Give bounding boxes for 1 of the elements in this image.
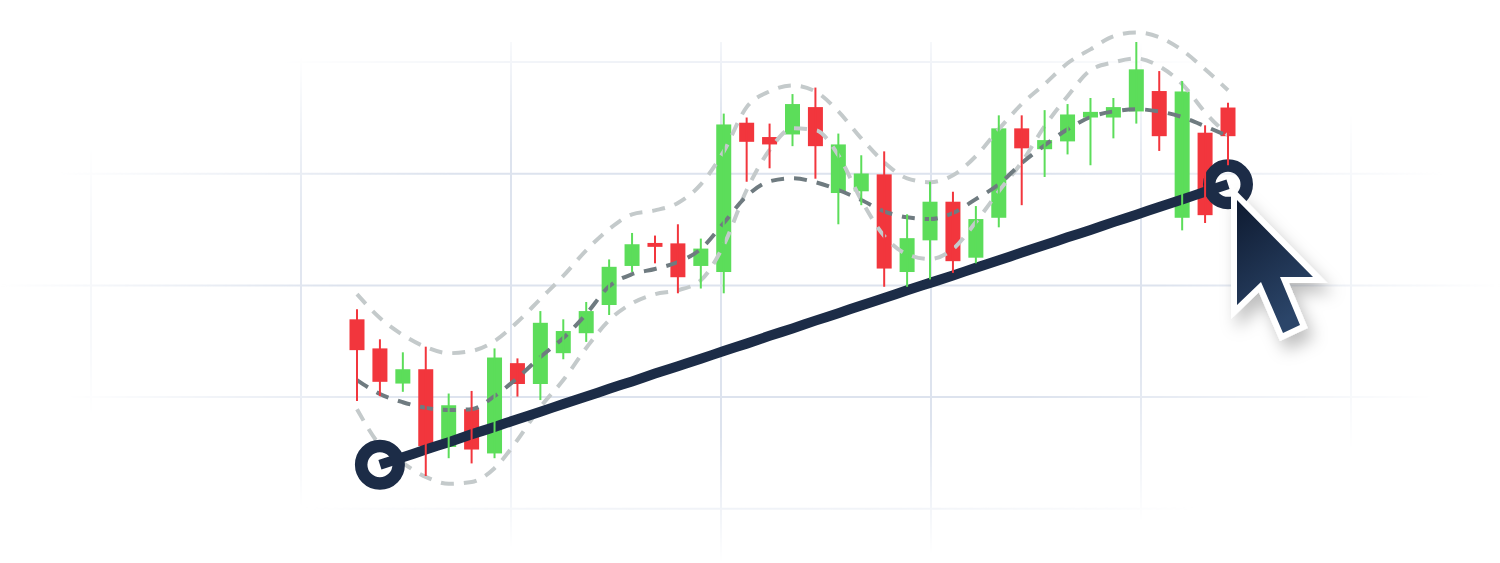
candlestick bbox=[395, 351, 411, 393]
